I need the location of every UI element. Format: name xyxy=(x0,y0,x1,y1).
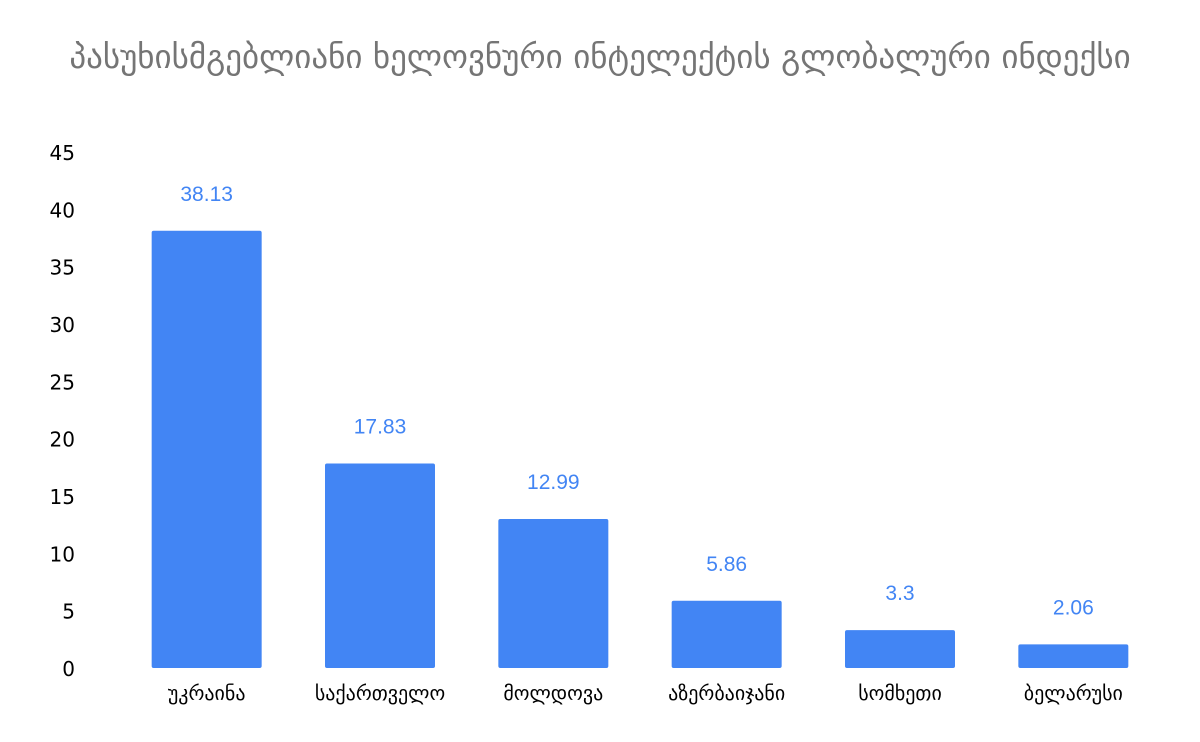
x-axis-labels: უკრაინა საქართველო მოლდოვა აზერბაიჯანი სომხე… xyxy=(168,681,1123,705)
bars xyxy=(151,230,1129,668)
chart-title: პასუხისმგებლიანი ხელოვნური ინტელექტის გლ… xyxy=(69,37,1131,76)
data-labels: 38.13 17.83 12.99 5.86 3.3 2.06 xyxy=(180,183,1093,620)
bar xyxy=(151,230,262,668)
y-tick-label: 40 xyxy=(50,198,75,222)
y-tick-label: 30 xyxy=(50,313,75,337)
data-label: 38.13 xyxy=(180,183,233,206)
bar xyxy=(1018,644,1129,668)
data-label: 5.86 xyxy=(706,553,747,576)
data-label: 17.83 xyxy=(354,416,407,439)
category-label: უკრაინა xyxy=(168,681,246,705)
y-tick-label: 5 xyxy=(62,600,75,624)
data-label: 2.06 xyxy=(1053,596,1094,619)
category-label: მოლდოვა xyxy=(503,681,603,705)
bar xyxy=(671,600,782,668)
category-label: ბელარუსი xyxy=(1024,681,1123,705)
y-tick-label: 0 xyxy=(62,657,75,681)
y-tick-label: 35 xyxy=(50,256,75,280)
y-tick-label: 25 xyxy=(50,370,75,394)
bar xyxy=(325,463,435,668)
bar xyxy=(845,630,955,668)
category-label: სომხეთი xyxy=(858,681,942,705)
y-tick-label: 10 xyxy=(50,542,75,566)
y-tick-label: 15 xyxy=(50,485,75,509)
category-label: აზერბაიჯანი xyxy=(668,681,785,705)
data-label: 12.99 xyxy=(527,471,580,494)
y-tick-label: 45 xyxy=(50,141,75,165)
bar xyxy=(498,519,609,668)
category-label: საქართველო xyxy=(315,681,445,705)
data-label: 3.3 xyxy=(885,582,914,605)
y-axis-ticks: 0 5 10 15 20 25 30 35 40 45 xyxy=(50,141,75,681)
y-tick-label: 20 xyxy=(50,428,75,452)
